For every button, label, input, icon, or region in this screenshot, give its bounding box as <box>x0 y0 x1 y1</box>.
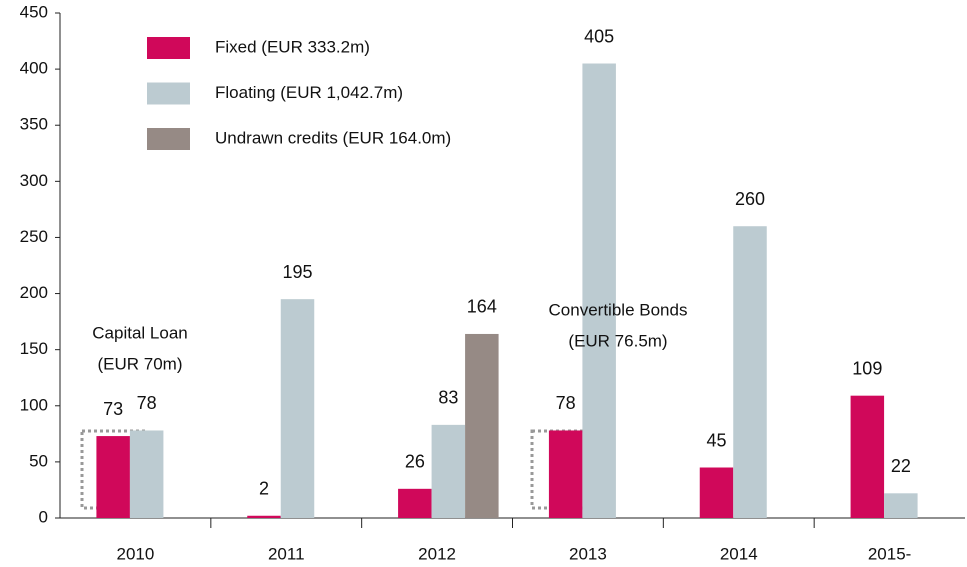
bar <box>247 515 281 518</box>
x-tick-label: 2013 <box>569 544 607 563</box>
value-label: 73 <box>103 399 123 419</box>
highlight-box <box>80 429 147 510</box>
y-tick-label: 450 <box>20 2 48 21</box>
x-tick-label: 2015- <box>868 544 911 563</box>
y-tick-label: 400 <box>20 59 48 78</box>
y-tick-label: 250 <box>20 227 48 246</box>
value-label: 260 <box>735 189 765 209</box>
value-label: 22 <box>891 456 911 476</box>
bar <box>699 467 734 518</box>
bar <box>582 63 616 518</box>
y-tick-label: 50 <box>29 451 48 470</box>
y-tick-label: 350 <box>20 115 48 134</box>
annotation: Convertible Bonds <box>549 300 688 319</box>
value-label: 109 <box>852 358 882 378</box>
x-tick-label: 2012 <box>418 544 456 563</box>
bar <box>548 430 583 518</box>
legend-label: Fixed (EUR 333.2m) <box>215 37 370 56</box>
legend-swatch <box>147 128 190 150</box>
legend-swatch <box>147 82 190 105</box>
legend-label: Undrawn credits (EUR 164.0m) <box>215 128 451 147</box>
x-tick-label: 2010 <box>117 544 155 563</box>
x-tick-label: 2011 <box>268 544 305 563</box>
y-tick-label: 0 <box>39 507 48 526</box>
annotation: (EUR 76.5m) <box>568 331 667 350</box>
annotation: (EUR 70m) <box>97 354 182 373</box>
x-tick-label: 2014 <box>720 544 758 563</box>
y-tick-label: 300 <box>20 171 48 190</box>
y-tick-label: 200 <box>20 283 48 302</box>
value-label: 2 <box>259 479 269 499</box>
value-label: 164 <box>467 297 497 317</box>
bar <box>733 226 767 518</box>
value-label: 405 <box>584 26 614 46</box>
bar <box>465 333 499 518</box>
bar <box>850 395 885 518</box>
legend-label: Floating (EUR 1,042.7m) <box>215 83 403 102</box>
bar <box>129 430 164 518</box>
value-label: 78 <box>556 393 576 413</box>
y-tick-label: 150 <box>20 339 48 358</box>
value-label: 26 <box>405 452 425 472</box>
y-tick-label: 100 <box>20 395 48 414</box>
value-label: 195 <box>282 262 312 282</box>
bar <box>431 424 466 518</box>
bar <box>398 488 432 518</box>
value-label: 45 <box>706 430 726 450</box>
bar <box>280 299 315 518</box>
value-label: 78 <box>137 393 157 413</box>
bar <box>884 493 918 518</box>
legend-swatch <box>147 37 190 59</box>
bar <box>96 436 130 518</box>
annotation: Capital Loan <box>92 323 187 342</box>
value-label: 83 <box>438 388 458 408</box>
